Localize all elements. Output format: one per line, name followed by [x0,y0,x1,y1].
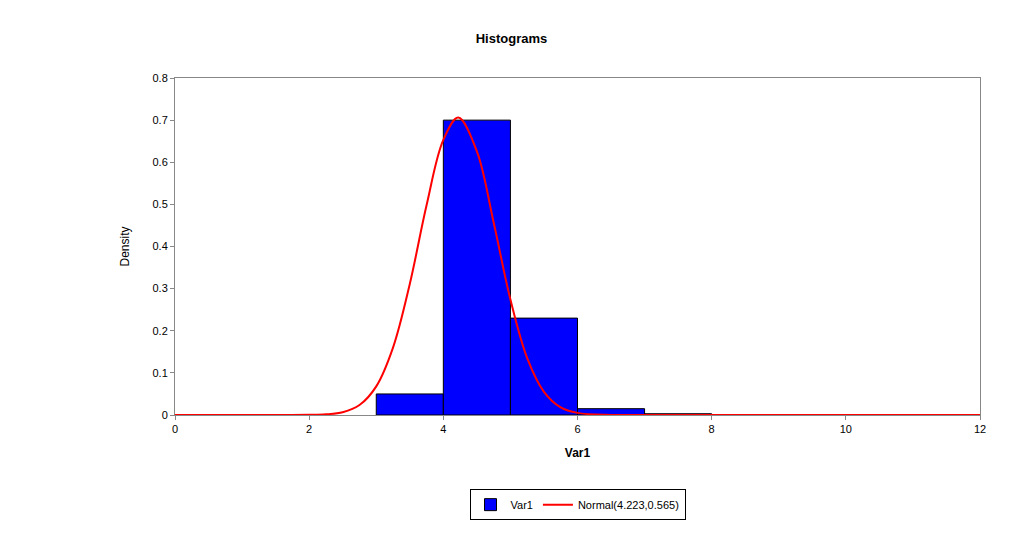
svg-text:10: 10 [840,423,852,435]
svg-text:0.7: 0.7 [153,114,168,126]
svg-text:Var1: Var1 [511,499,533,511]
svg-text:0.3: 0.3 [153,282,168,294]
svg-text:0.1: 0.1 [153,367,168,379]
svg-text:Density: Density [118,226,132,266]
svg-text:8: 8 [709,423,715,435]
svg-text:12: 12 [974,423,986,435]
svg-text:4: 4 [440,423,446,435]
svg-text:0: 0 [162,409,168,421]
svg-text:0.2: 0.2 [153,325,168,337]
svg-text:0.8: 0.8 [153,72,168,84]
svg-text:Histograms: Histograms [476,31,548,46]
svg-text:0: 0 [172,423,178,435]
svg-text:0.4: 0.4 [153,240,168,252]
svg-text:0.6: 0.6 [153,156,168,168]
svg-text:Normal(4.223,0.565): Normal(4.223,0.565) [578,499,679,511]
svg-text:2: 2 [306,423,312,435]
svg-text:6: 6 [574,423,580,435]
svg-text:0.5: 0.5 [153,198,168,210]
svg-text:Var1: Var1 [565,446,591,460]
